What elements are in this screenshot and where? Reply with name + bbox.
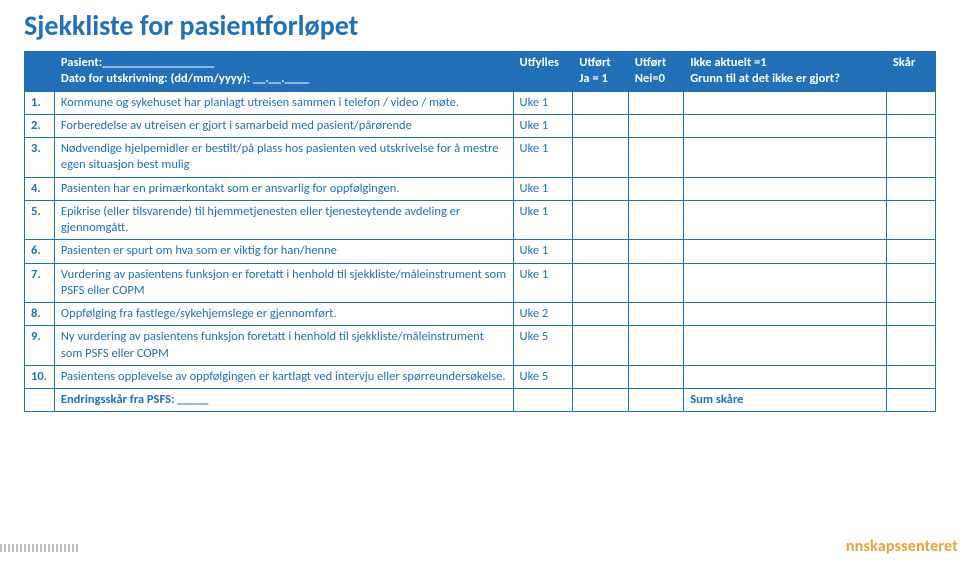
table-row: 7.Vurdering av pasientens funksjon er fo… — [25, 263, 936, 303]
row-grunn[interactable] — [684, 114, 887, 137]
table-row: 3.Nødvendige hjelpemidler er bestilt/på … — [25, 138, 936, 178]
row-skar[interactable] — [886, 240, 935, 263]
table-row: 8.Oppfølging fra fastlege/sykehjemslege … — [25, 303, 936, 326]
row-num: 10. — [25, 365, 55, 388]
hdr-skar: Skår — [886, 52, 935, 92]
hdr-utfort-ja: Utført Ja = 1 — [573, 52, 628, 92]
table-row: 10.Pasientens opplevelse av oppfølgingen… — [25, 365, 936, 388]
row-grunn[interactable] — [684, 91, 887, 114]
row-skar[interactable] — [886, 91, 935, 114]
row-grunn[interactable] — [684, 200, 887, 240]
table-row: 1.Kommune og sykehuset har planlagt utre… — [25, 91, 936, 114]
table-row: 5.Epikrise (eller tilsvarende) til hjemm… — [25, 200, 936, 240]
row-num: 4. — [25, 177, 55, 200]
footer-left: Endringsskår fra PSFS: _____ — [54, 389, 513, 412]
page-title: Sjekkliste for pasientforløpet — [24, 8, 936, 43]
footer-right: Sum skåre — [684, 389, 887, 412]
row-ja[interactable] — [573, 138, 628, 178]
row-skar[interactable] — [886, 263, 935, 303]
row-when: Uke 1 — [513, 263, 573, 303]
row-nei[interactable] — [628, 263, 683, 303]
decorative-stripes — [0, 544, 80, 552]
table-row: 2.Forberedelse av utreisen er gjort i sa… — [25, 114, 936, 137]
watermark-text: nnskapssenteret — [846, 537, 960, 556]
hdr-desc: Pasient:__________________ Dato for utsk… — [54, 52, 513, 92]
table-header-row: Pasient:__________________ Dato for utsk… — [25, 52, 936, 92]
checklist-table: Pasient:__________________ Dato for utsk… — [24, 51, 936, 412]
row-grunn[interactable] — [684, 365, 887, 388]
hdr-num — [25, 52, 55, 92]
row-nei[interactable] — [628, 326, 683, 366]
row-text: Pasientens opplevelse av oppfølgingen er… — [54, 365, 513, 388]
row-num: 6. — [25, 240, 55, 263]
table-row: 4.Pasienten har en primærkontakt som er … — [25, 177, 936, 200]
row-ja[interactable] — [573, 200, 628, 240]
row-skar[interactable] — [886, 177, 935, 200]
row-grunn[interactable] — [684, 303, 887, 326]
row-ja[interactable] — [573, 326, 628, 366]
row-when: Uke 1 — [513, 138, 573, 178]
row-skar[interactable] — [886, 138, 935, 178]
row-skar[interactable] — [886, 365, 935, 388]
table-row: 9.Ny vurdering av pasientens funksjon fo… — [25, 326, 936, 366]
row-ja[interactable] — [573, 114, 628, 137]
row-ja[interactable] — [573, 303, 628, 326]
row-when: Uke 1 — [513, 240, 573, 263]
row-ja[interactable] — [573, 91, 628, 114]
hdr-utfort-nei: Utført Nei=0 — [628, 52, 683, 92]
row-num: 5. — [25, 200, 55, 240]
row-num: 7. — [25, 263, 55, 303]
row-when: Uke 1 — [513, 200, 573, 240]
row-skar[interactable] — [886, 200, 935, 240]
row-when: Uke 5 — [513, 326, 573, 366]
row-when: Uke 1 — [513, 177, 573, 200]
row-nei[interactable] — [628, 303, 683, 326]
row-nei[interactable] — [628, 177, 683, 200]
row-text: Oppfølging fra fastlege/sykehjemslege er… — [54, 303, 513, 326]
row-grunn[interactable] — [684, 138, 887, 178]
hdr-utfylles: Utfylles — [513, 52, 573, 92]
row-when: Uke 2 — [513, 303, 573, 326]
row-num: 2. — [25, 114, 55, 137]
row-num: 9. — [25, 326, 55, 366]
row-num: 8. — [25, 303, 55, 326]
row-skar[interactable] — [886, 326, 935, 366]
row-skar[interactable] — [886, 303, 935, 326]
row-when: Uke 1 — [513, 91, 573, 114]
row-ja[interactable] — [573, 365, 628, 388]
row-text: Kommune og sykehuset har planlagt utreis… — [54, 91, 513, 114]
row-skar[interactable] — [886, 114, 935, 137]
row-nei[interactable] — [628, 114, 683, 137]
row-num: 1. — [25, 91, 55, 114]
row-text: Epikrise (eller tilsvarende) til hjemmet… — [54, 200, 513, 240]
row-nei[interactable] — [628, 240, 683, 263]
row-text: Vurdering av pasientens funksjon er fore… — [54, 263, 513, 303]
row-text: Ny vurdering av pasientens funksjon fore… — [54, 326, 513, 366]
row-text: Pasienten er spurt om hva som er viktig … — [54, 240, 513, 263]
row-text: Pasienten har en primærkontakt som er an… — [54, 177, 513, 200]
row-ja[interactable] — [573, 177, 628, 200]
row-nei[interactable] — [628, 138, 683, 178]
hdr-ikke-aktuelt: Ikke aktuelt =1 Grunn til at det ikke er… — [684, 52, 887, 92]
table-row: 6.Pasienten er spurt om hva som er vikti… — [25, 240, 936, 263]
row-ja[interactable] — [573, 263, 628, 303]
row-nei[interactable] — [628, 91, 683, 114]
row-grunn[interactable] — [684, 240, 887, 263]
row-grunn[interactable] — [684, 326, 887, 366]
row-grunn[interactable] — [684, 263, 887, 303]
row-when: Uke 1 — [513, 114, 573, 137]
row-text: Nødvendige hjelpemidler er bestilt/på pl… — [54, 138, 513, 178]
row-when: Uke 5 — [513, 365, 573, 388]
table-footer-row: Endringsskår fra PSFS: _____ Sum skåre — [25, 389, 936, 412]
row-nei[interactable] — [628, 365, 683, 388]
row-nei[interactable] — [628, 200, 683, 240]
row-grunn[interactable] — [684, 177, 887, 200]
row-ja[interactable] — [573, 240, 628, 263]
row-text: Forberedelse av utreisen er gjort i sama… — [54, 114, 513, 137]
row-num: 3. — [25, 138, 55, 178]
